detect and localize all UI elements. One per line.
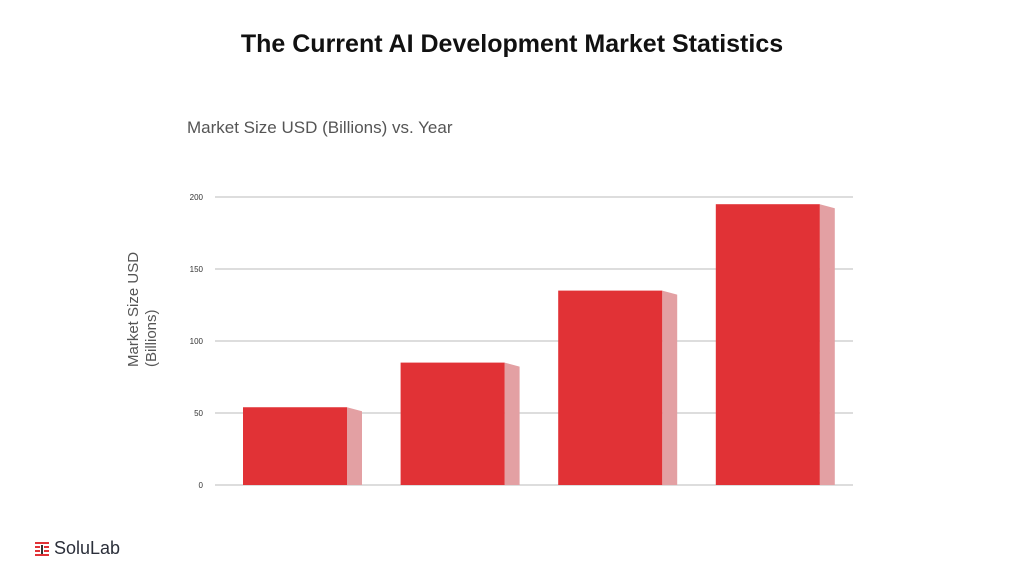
bar (558, 290, 663, 485)
y-tick-label: 0 (199, 481, 204, 490)
page-title: The Current AI Development Market Statis… (240, 30, 784, 58)
bar-side (819, 204, 835, 485)
y-tick-label: 50 (194, 409, 203, 418)
chart-title: Market Size USD (Billions) vs. Year (187, 118, 453, 137)
bar-side (504, 362, 520, 485)
y-axis-label-line2: (Billions) (143, 309, 160, 367)
bar-side (347, 407, 362, 485)
bar (715, 204, 820, 485)
y-axis-label-line1: Market Size USD (125, 252, 142, 367)
logo-text: SoluLab (54, 538, 121, 558)
y-tick-label: 100 (190, 337, 204, 346)
bar-side (662, 290, 678, 485)
bar (400, 362, 505, 485)
y-tick-label: 200 (190, 193, 204, 202)
bar (243, 407, 347, 485)
y-tick-label: 150 (190, 265, 204, 274)
solulab-logo: SoluLab (35, 538, 120, 559)
solulab-logo-icon (35, 541, 49, 556)
